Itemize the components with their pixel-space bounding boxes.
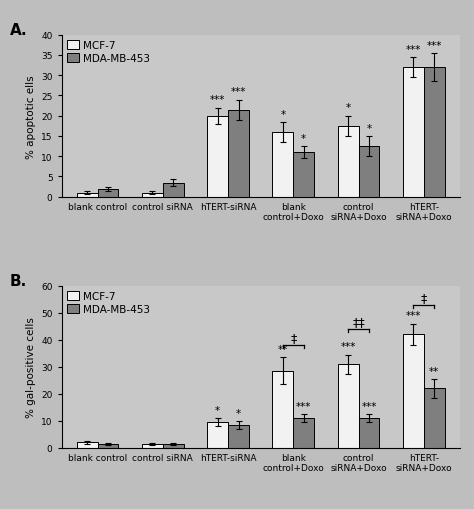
Text: *: * bbox=[236, 408, 241, 418]
Text: ***: *** bbox=[296, 401, 311, 411]
Text: A.: A. bbox=[10, 23, 27, 38]
Bar bbox=[228, 110, 249, 197]
Text: ‡: ‡ bbox=[421, 291, 427, 304]
Text: **: ** bbox=[429, 366, 439, 376]
Bar bbox=[424, 68, 445, 197]
Legend: MCF-7, MDA-MB-453: MCF-7, MDA-MB-453 bbox=[67, 292, 151, 315]
Bar bbox=[359, 418, 380, 448]
Bar bbox=[142, 193, 163, 197]
Text: *: * bbox=[215, 405, 220, 415]
Bar bbox=[273, 133, 293, 197]
Bar bbox=[337, 364, 359, 448]
Bar bbox=[98, 444, 118, 448]
Text: B.: B. bbox=[10, 273, 27, 288]
Text: ***: *** bbox=[340, 342, 356, 352]
Bar bbox=[424, 389, 445, 448]
Bar bbox=[273, 371, 293, 448]
Text: ***: *** bbox=[406, 45, 421, 54]
Text: ‡: ‡ bbox=[290, 331, 297, 345]
Text: ‡‡: ‡‡ bbox=[352, 316, 365, 328]
Bar bbox=[293, 418, 314, 448]
Bar bbox=[142, 444, 163, 448]
Text: *: * bbox=[366, 124, 372, 133]
Bar bbox=[207, 117, 228, 197]
Bar bbox=[293, 153, 314, 197]
Bar bbox=[163, 444, 184, 448]
Bar bbox=[77, 193, 98, 197]
Text: ***: *** bbox=[210, 95, 225, 105]
Bar bbox=[163, 183, 184, 197]
Text: ***: *** bbox=[361, 401, 377, 411]
Text: *: * bbox=[346, 103, 351, 113]
Y-axis label: % apoptotic ells: % apoptotic ells bbox=[26, 75, 36, 158]
Legend: MCF-7, MDA-MB-453: MCF-7, MDA-MB-453 bbox=[67, 41, 151, 64]
Bar bbox=[98, 189, 118, 197]
Text: ***: *** bbox=[427, 41, 442, 50]
Text: ***: *** bbox=[406, 311, 421, 321]
Text: *: * bbox=[280, 109, 285, 119]
Text: **: ** bbox=[278, 345, 288, 354]
Text: *: * bbox=[301, 133, 306, 144]
Bar bbox=[207, 422, 228, 448]
Bar bbox=[77, 442, 98, 448]
Text: ***: *** bbox=[231, 87, 246, 97]
Bar bbox=[403, 335, 424, 448]
Bar bbox=[337, 127, 359, 197]
Bar bbox=[359, 147, 380, 197]
Bar bbox=[228, 425, 249, 448]
Y-axis label: % gal-positive cells: % gal-positive cells bbox=[26, 317, 36, 417]
Bar bbox=[403, 68, 424, 197]
